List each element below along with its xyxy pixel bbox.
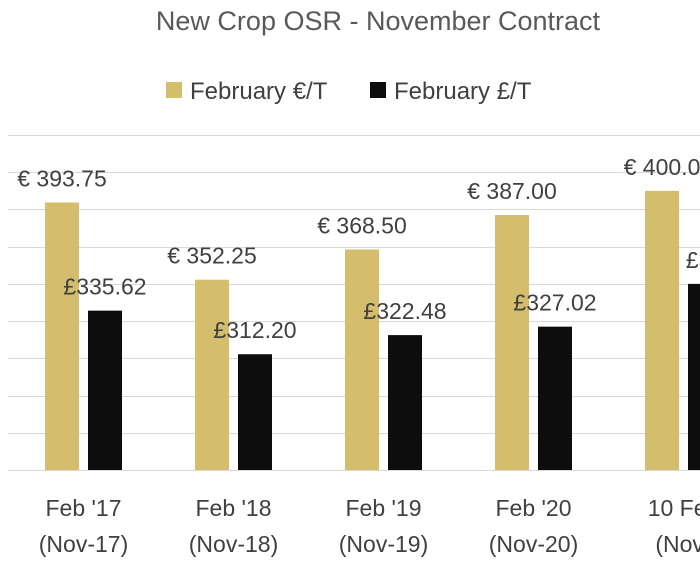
- x-axis-tick-labels: Feb '17 (Nov-17) Feb '18 (Nov-18) Feb '19 (No…: [39, 495, 700, 557]
- bar-euro: [345, 249, 379, 470]
- legend: February €/T February £/T: [166, 78, 532, 105]
- x-tick-label: Feb '18: [196, 495, 272, 521]
- chart-title: New Crop OSR - November Contract: [156, 6, 601, 36]
- x-tick-sublabel: (Nov-20): [489, 531, 578, 557]
- bar-euro: [495, 215, 529, 470]
- x-tick-sublabel: (Nov-: [655, 531, 700, 557]
- legend-item-pound: February £/T: [370, 78, 532, 105]
- bar-euro: [45, 202, 79, 470]
- data-label-pound: £35: [686, 247, 700, 273]
- legend-label-euro: February €/T: [190, 78, 328, 105]
- legend-swatch-euro: [166, 82, 182, 98]
- legend-label-pound: February £/T: [394, 78, 532, 105]
- data-label-euro: € 400.0: [624, 154, 700, 180]
- data-label-pound: £312.20: [213, 317, 296, 343]
- x-tick-label: Feb '20: [496, 495, 572, 521]
- bar-euro: [195, 279, 229, 470]
- data-label-euro: € 393.75: [17, 165, 107, 191]
- legend-item-euro: February €/T: [166, 78, 328, 105]
- data-label-pound: £322.48: [363, 298, 446, 324]
- bar-pound: [238, 354, 272, 470]
- x-tick-sublabel: (Nov-18): [189, 531, 278, 557]
- data-label-pound: £327.02: [513, 290, 596, 316]
- x-tick-label: 10 Feb: [648, 495, 700, 521]
- data-label-euro: € 352.25: [167, 243, 257, 269]
- data-labels: € 393.75 £335.62 € 352.25 £312.20 € 368.50 £3…: [17, 154, 700, 343]
- bar-pound: [88, 310, 122, 470]
- data-label-euro: € 368.50: [317, 212, 407, 238]
- x-tick-label: Feb '17: [46, 495, 122, 521]
- data-label-euro: € 387.00: [467, 178, 557, 204]
- bar-pound: [688, 283, 700, 470]
- bars: [45, 190, 700, 471]
- bar-pound: [538, 326, 572, 470]
- x-tick-sublabel: (Nov-19): [339, 531, 428, 557]
- x-tick-sublabel: (Nov-17): [39, 531, 128, 557]
- bar-euro: [645, 190, 679, 471]
- legend-swatch-pound: [370, 82, 386, 98]
- data-label-pound: £335.62: [63, 274, 146, 300]
- bar-pound: [388, 335, 422, 470]
- x-tick-label: Feb '19: [346, 495, 422, 521]
